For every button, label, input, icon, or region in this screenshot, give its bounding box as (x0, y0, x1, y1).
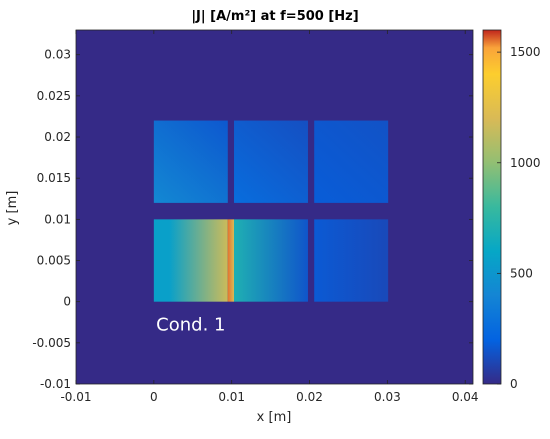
colorbar-tick-label: 1500 (510, 45, 541, 59)
colorbar-tick-label: 500 (510, 266, 533, 280)
y-tick-label: -0.005 (32, 336, 71, 350)
x-tick-label: 0.01 (218, 390, 245, 404)
y-tick-label: 0.005 (37, 254, 71, 268)
y-tick-label: -0.01 (40, 377, 71, 391)
conductor-3-top (314, 120, 389, 203)
y-tick-label: 0.025 (37, 89, 71, 103)
conductor-2-top (234, 120, 308, 203)
y-axis-label: y [m] (5, 191, 20, 226)
conductor-1-bottom (153, 219, 228, 302)
y-tick-label: 0.01 (44, 212, 71, 226)
y-tick-label: 0 (63, 295, 71, 309)
colorbar: 0 500 1000 1500 (482, 29, 541, 391)
y-tick-label: 0.015 (37, 171, 71, 185)
colorbar-ticks: 0 500 1000 1500 (497, 45, 541, 391)
y-tick-label: 0.02 (44, 130, 71, 144)
x-tick-label: 0.04 (452, 390, 479, 404)
colorbar-tick-label: 1000 (510, 156, 541, 170)
conductor-patches (153, 120, 389, 302)
x-axis-label: x [m] (257, 410, 292, 425)
x-tick-label: 0.02 (296, 390, 323, 404)
plot-background (76, 30, 473, 384)
colorbar-gradient (482, 29, 502, 385)
conductor-2-bottom (234, 219, 308, 302)
y-tick-label: 0.03 (44, 48, 71, 62)
colorbar-tick-label: 0 (510, 377, 518, 391)
conductor-3-bottom (314, 219, 389, 302)
conductor-1-top (153, 120, 228, 203)
conductor-1-tip (227, 219, 235, 302)
plot-area: Cond. 1 (75, 29, 474, 385)
x-tick-label: -0.01 (60, 390, 91, 404)
plot-frame (75, 29, 474, 385)
x-tick-label: 0.03 (374, 390, 401, 404)
x-tick-label: 0 (150, 390, 158, 404)
y-axis-ticks: -0.01 -0.005 0 0.005 0.01 0.015 0.02 0.025 0.03 (32, 48, 473, 391)
chart-title: |J| [A/m²] at f=500 [Hz] (191, 9, 358, 24)
x-axis-ticks: -0.01 0 0.01 0.02 0.03 0.04 (60, 30, 479, 404)
conductor-annotation: Cond. 1 (156, 314, 225, 335)
